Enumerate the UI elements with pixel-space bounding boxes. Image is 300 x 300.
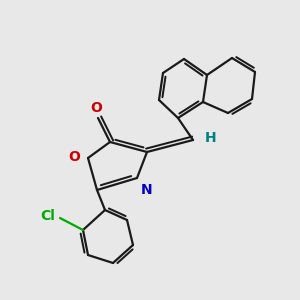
Text: Cl: Cl	[40, 209, 55, 223]
Text: H: H	[205, 131, 217, 145]
Text: O: O	[90, 101, 102, 115]
Text: O: O	[68, 150, 80, 164]
Text: N: N	[141, 183, 153, 197]
